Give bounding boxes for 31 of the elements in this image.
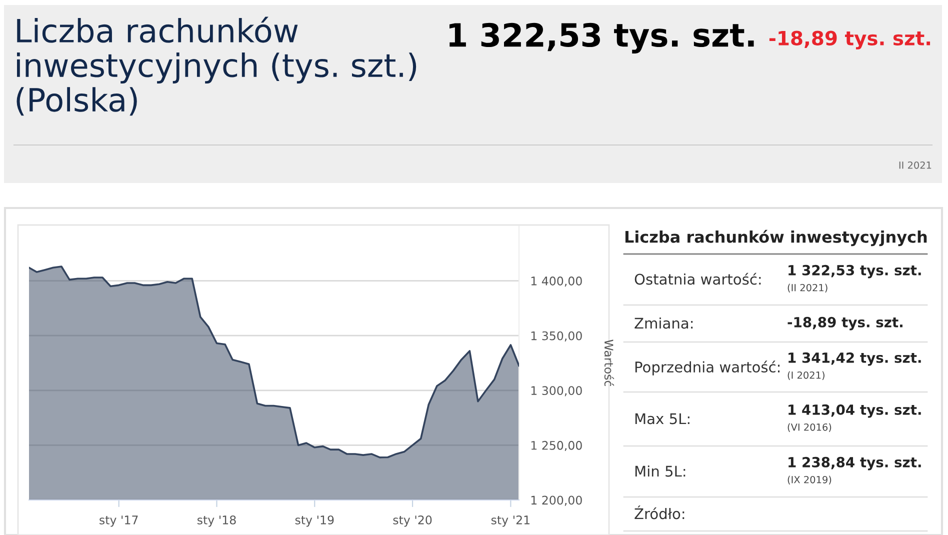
- text: Liczba rachunków inwestycyjnych: [625, 230, 927, 246]
- x-tick-label: sty '21: [491, 515, 530, 527]
- y-axis-title: Wartość: [604, 340, 614, 386]
- text: Liczba rachunków inwestycyjnych (tys. szt.) (Polska): [16, 16, 416, 116]
- text: -18,89 tys. szt.: [769, 30, 930, 50]
- text: (I 2021): [788, 371, 824, 380]
- y-tick-label: 1 400,00: [531, 276, 582, 287]
- text: Poprzednia wartość:: [635, 360, 780, 376]
- text: Max 5L:: [635, 413, 690, 424]
- text: Ostatnia wartość:: [634, 272, 761, 285]
- text: (VI 2016): [788, 423, 832, 432]
- text: -18,89 tys. szt.: [788, 316, 902, 330]
- y-tick-label: 1 250,00: [531, 440, 582, 452]
- text: 1 413,04 tys. szt.: [788, 404, 921, 418]
- text: (II 2021): [788, 284, 828, 292]
- y-tick-label: 1 350,00: [531, 331, 582, 342]
- text: Zmiana:: [634, 317, 693, 329]
- x-tick-label: sty '18: [197, 515, 236, 527]
- text: Źródło:: [634, 506, 684, 520]
- y-tick-label: 1 300,00: [531, 386, 582, 396]
- text: 1 322,53 tys. szt.: [450, 22, 754, 54]
- x-tick-label: sty '17: [100, 516, 138, 527]
- text: 1 341,42 tys. szt.: [788, 352, 921, 366]
- x-tick-label: sty '19: [295, 515, 334, 527]
- text: Min 5L:: [635, 465, 686, 477]
- y-tick-label: 1 200,00: [531, 496, 582, 506]
- x-tick-label: sty '20: [393, 515, 432, 527]
- text: (IX 2019): [788, 476, 832, 484]
- text: 1 238,84 tys. szt.: [788, 456, 921, 470]
- text: 1 322,53 tys. szt.: [788, 264, 921, 278]
- text: II 2021: [899, 161, 932, 169]
